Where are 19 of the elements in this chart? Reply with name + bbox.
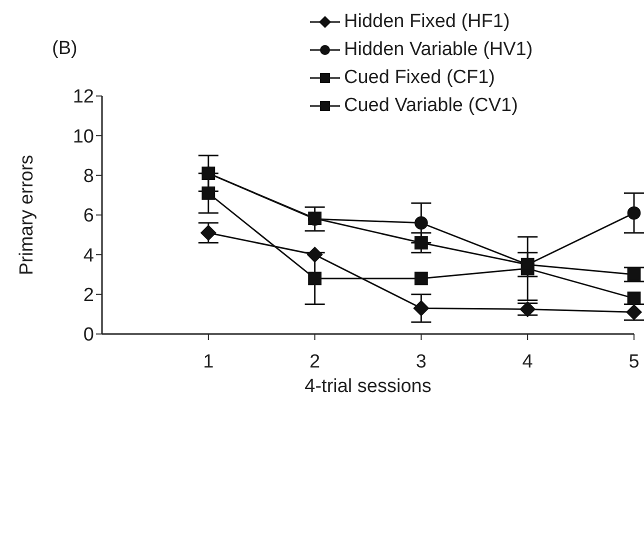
y-tick-label: 6 xyxy=(83,206,94,227)
y-tick-label: 2 xyxy=(83,285,94,306)
chart-title: (B) xyxy=(52,38,78,60)
legend-label: Cued Fixed (CF1) xyxy=(344,66,495,90)
y-tick-label: 0 xyxy=(83,324,94,346)
legend-label: Hidden Fixed (HF1) xyxy=(344,10,510,34)
legend-label: Hidden Variable (HV1) xyxy=(344,38,533,62)
y-tick-label: 12 xyxy=(72,86,94,108)
y-tick-label: 8 xyxy=(83,166,94,188)
legend-label: Cued Variable (CV1) xyxy=(344,94,518,118)
x-tick-label: 2 xyxy=(310,351,320,372)
x-axis-title: 4-trial sessions xyxy=(304,376,432,397)
y-axis-title: Primary errors xyxy=(16,154,38,276)
x-tick-label: 3 xyxy=(416,351,426,372)
y-tick-label: 10 xyxy=(72,126,94,148)
x-tick-label: 5 xyxy=(628,351,640,372)
x-tick-label: 4 xyxy=(522,351,534,372)
x-tick-label: 1 xyxy=(203,351,214,372)
y-tick-label: 4 xyxy=(83,245,94,266)
